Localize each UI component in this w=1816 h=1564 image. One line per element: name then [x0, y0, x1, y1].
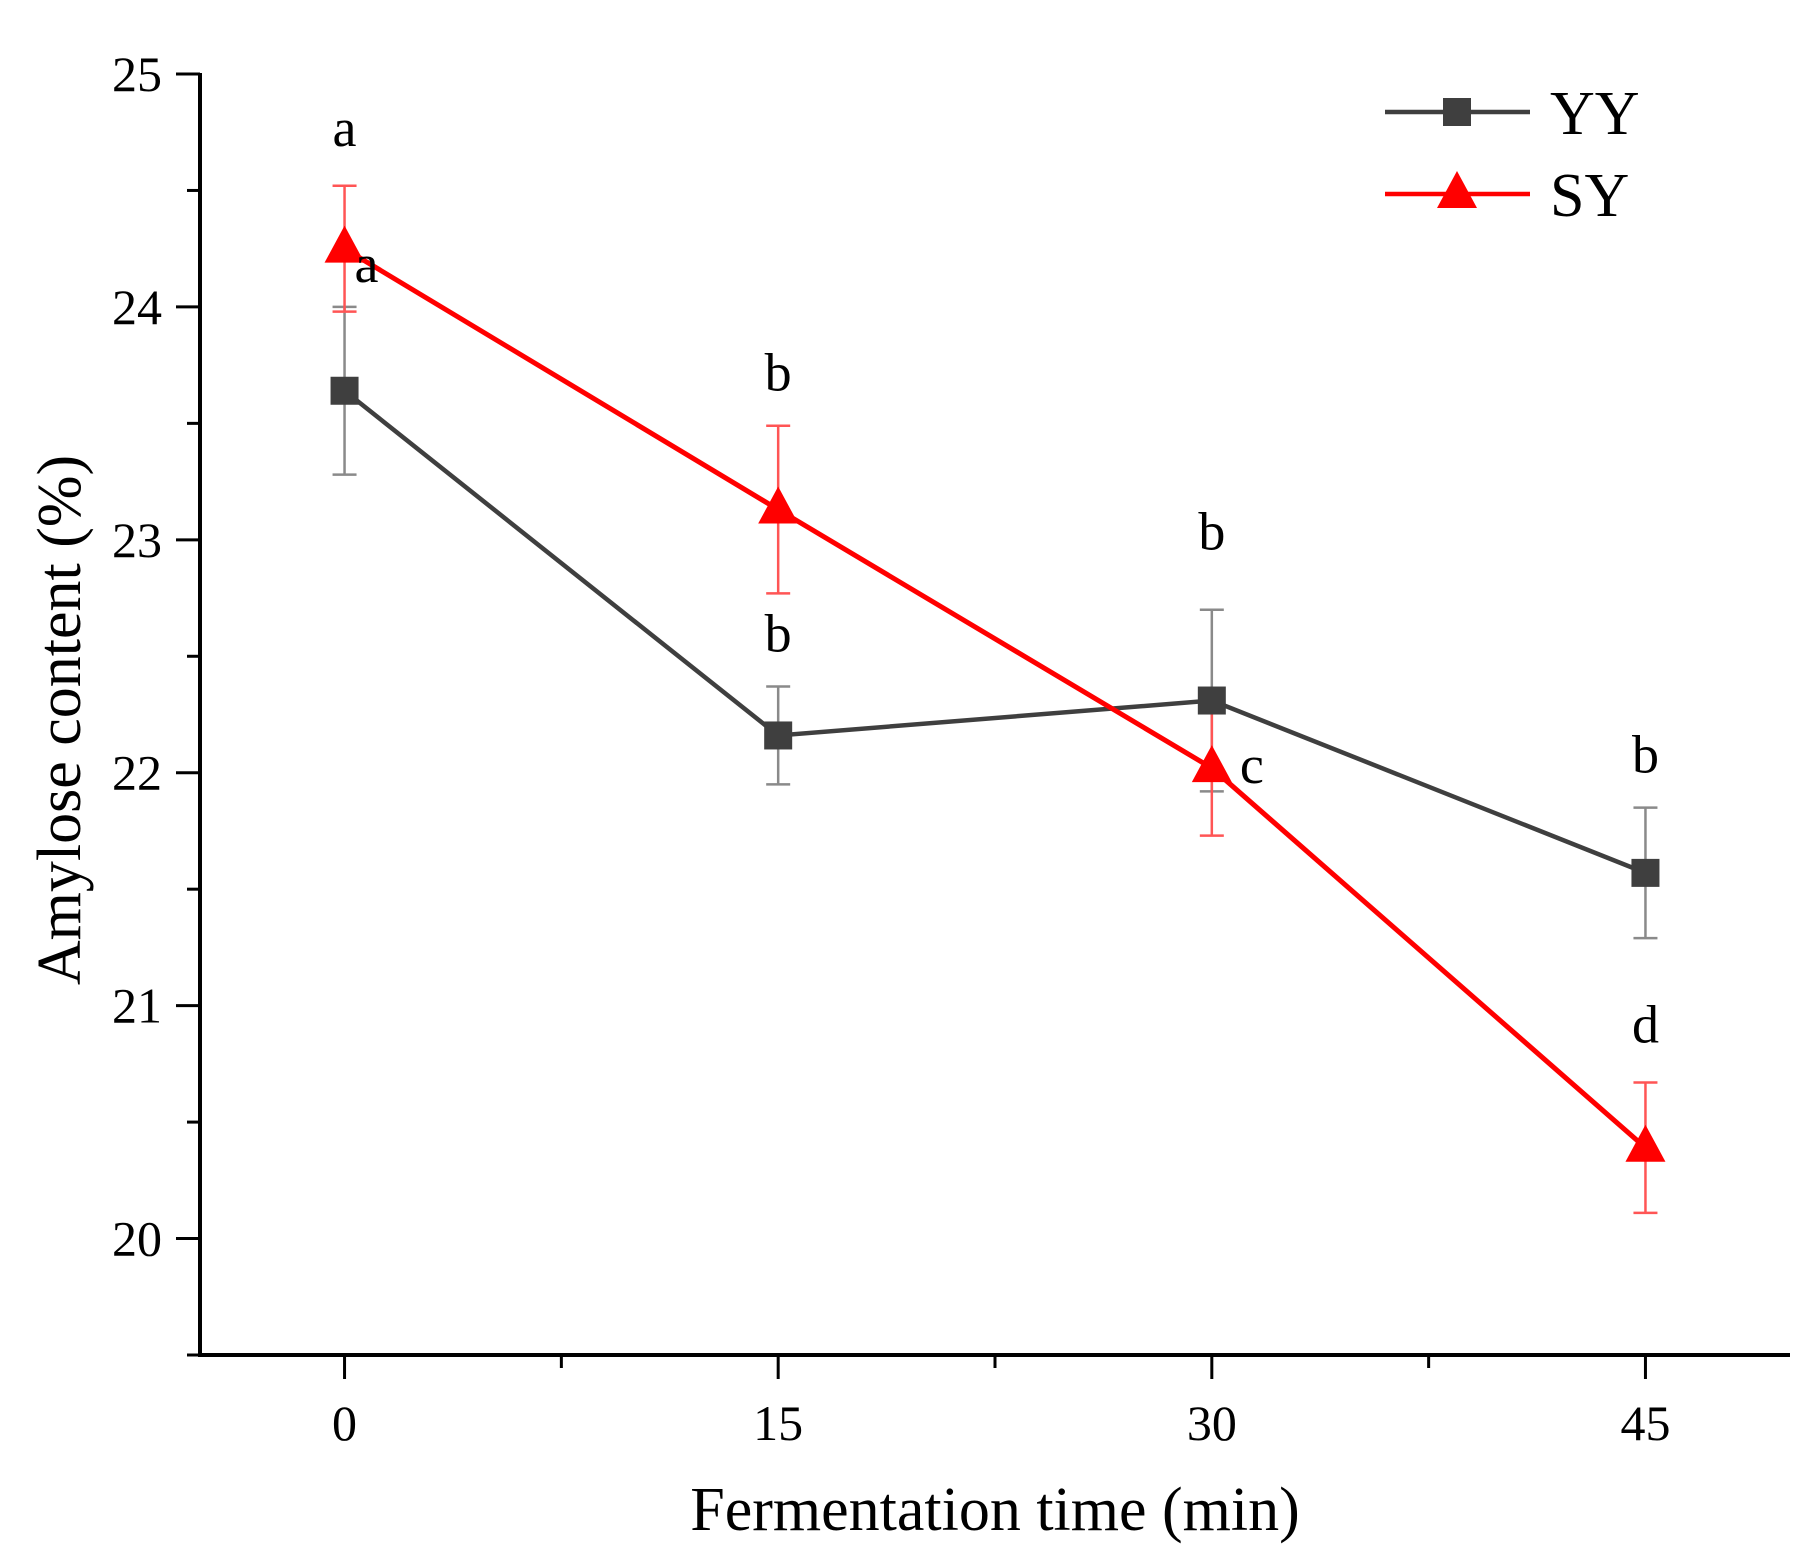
tick-labels: 20 21 22 23 24 25 0 15 30 45 — [112, 46, 1670, 1451]
sy-significance-letter: a — [333, 98, 357, 158]
significance-letters: a b b b a b c d — [333, 98, 1659, 1055]
yy-significance-letter: b — [1198, 502, 1225, 562]
yy-data-point — [330, 376, 359, 405]
legend-yy-marker — [1443, 98, 1471, 126]
ticks — [176, 72, 1647, 1379]
legend: YY SY — [1385, 80, 1640, 230]
x-tick-label: 30 — [1187, 1395, 1237, 1451]
series-lines — [343, 246, 1648, 1150]
y-tick-label: 22 — [112, 745, 162, 801]
yy-data-point — [764, 721, 793, 750]
yy-significance-letter: b — [1632, 725, 1659, 785]
legend-sy-marker — [1437, 171, 1477, 208]
sy-data-point — [1625, 1124, 1666, 1162]
x-tick-label: 45 — [1620, 1395, 1670, 1451]
x-axis-title: Fermentation time (min) — [690, 1476, 1300, 1544]
x-tick-label: 0 — [332, 1395, 357, 1451]
y-axis-title: Amylose content (%) — [26, 455, 94, 985]
yy-data-point — [1197, 686, 1226, 715]
sy-significance-letter: d — [1632, 994, 1659, 1054]
y-tick-label: 20 — [112, 1211, 162, 1267]
series-markers — [324, 225, 1666, 1162]
sy-data-point — [1191, 745, 1232, 783]
yy-significance-letter: a — [355, 234, 379, 294]
yy-data-point — [1631, 858, 1660, 887]
y-tick-label: 21 — [112, 978, 162, 1034]
yy-significance-letter: b — [765, 604, 792, 664]
sy-series-line — [343, 246, 1648, 1150]
y-tick-label: 25 — [112, 46, 162, 102]
legend-sy-label: SY — [1550, 162, 1629, 230]
y-tick-label: 23 — [112, 512, 162, 568]
sy-significance-letter: b — [765, 343, 792, 403]
legend-yy-label: YY — [1550, 80, 1640, 148]
axes — [198, 73, 1790, 1357]
error-bars — [332, 184, 1658, 1215]
y-tick-label: 24 — [112, 279, 162, 335]
sy-significance-letter: c — [1240, 735, 1264, 795]
x-tick-label: 15 — [753, 1395, 803, 1451]
sy-data-point — [758, 486, 799, 524]
yy-series-line — [343, 388, 1647, 875]
sy-data-point — [324, 225, 365, 263]
